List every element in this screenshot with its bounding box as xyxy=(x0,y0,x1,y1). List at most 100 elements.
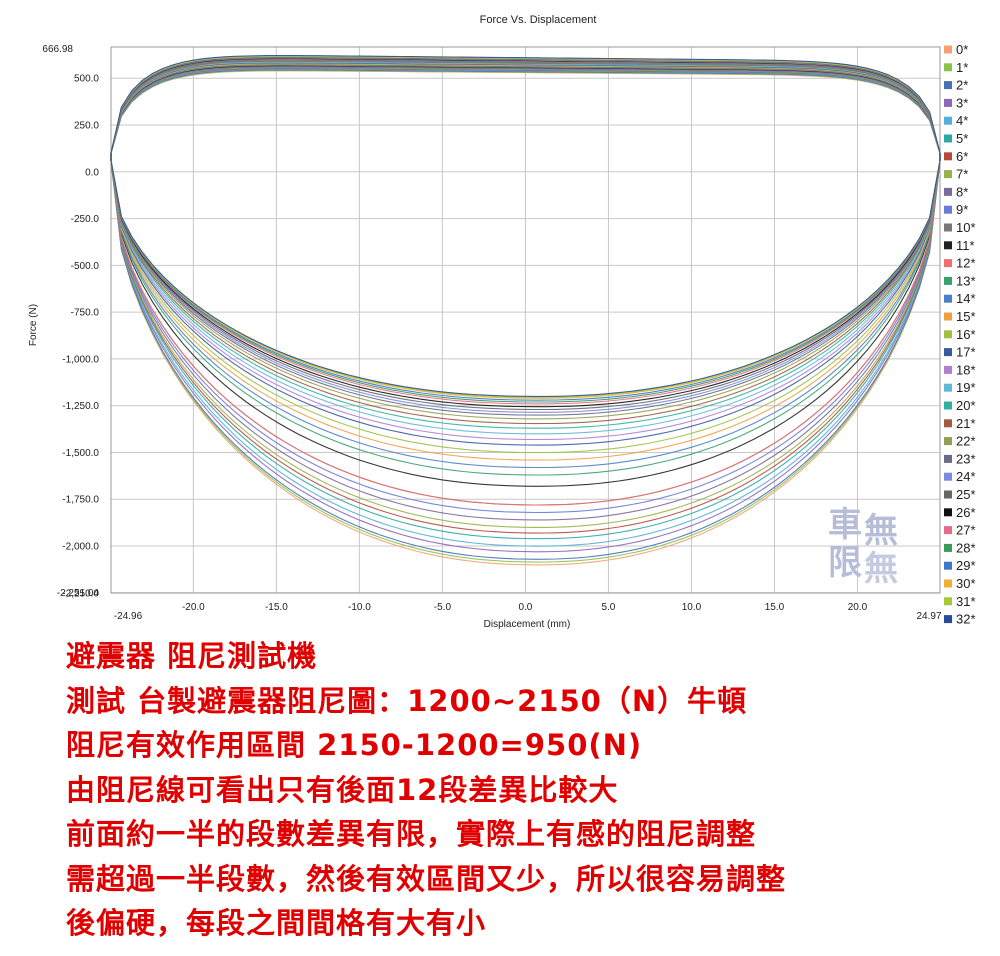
y-axis-title: Force (N) xyxy=(28,304,39,346)
legend-swatch xyxy=(944,170,952,179)
x-tick-label: 10.0 xyxy=(682,602,702,613)
legend-label: 13* xyxy=(956,273,976,288)
legend-swatch xyxy=(944,241,952,250)
legend-swatch xyxy=(944,437,952,446)
y-tick-label: -2,250.0 xyxy=(62,588,99,599)
legend-swatch xyxy=(944,63,952,72)
legend-label: 20* xyxy=(956,398,976,413)
y-tick-label: 250.0 xyxy=(74,121,99,132)
legend-label: 9* xyxy=(956,202,968,217)
y-max-label: 666.98 xyxy=(42,44,73,55)
legend-label: 2* xyxy=(956,78,968,93)
legend-label: 23* xyxy=(956,451,976,466)
legend-label: 21* xyxy=(956,416,976,431)
legend-label: 3* xyxy=(956,95,968,110)
legend-label: 10* xyxy=(956,220,976,235)
x-tick-label: -15.0 xyxy=(265,602,288,613)
plot-border xyxy=(110,46,941,594)
legend: 0* 1* 2* 3* 4* 5* 6* 7* 8* 9* 10* 11* 12* 13* 14* 15* 16… xyxy=(944,42,976,627)
axes: 500.0 250.0 0.0 -250.0 -500.0 -750.0 -1,000.0 -… xyxy=(42,44,942,622)
note-line: 前面約一半的段數差異有限，實際上有感的阻尼調整 xyxy=(66,817,757,851)
legend-swatch xyxy=(944,348,952,357)
legend-label: 31* xyxy=(956,594,976,609)
legend-swatch xyxy=(944,223,952,232)
legend-label: 28* xyxy=(956,540,976,555)
legend-label: 29* xyxy=(956,558,976,573)
legend-swatch xyxy=(944,81,952,90)
legend-swatch xyxy=(944,205,952,214)
legend-swatch xyxy=(944,597,952,606)
legend-label: 22* xyxy=(956,434,976,449)
legend-swatch xyxy=(944,472,952,481)
note-line-title: 避震器 阻尼測試機 xyxy=(66,639,318,673)
legend-swatch xyxy=(944,419,952,428)
legend-label: 4* xyxy=(956,113,968,128)
x-min-label: -24.96 xyxy=(114,611,143,622)
note-line: 需超過一半段數，然後有效區間又少，所以很容易調整 xyxy=(66,861,787,896)
legend-swatch xyxy=(944,615,952,624)
legend-swatch xyxy=(944,294,952,303)
chart-title: Force Vs. Displacement xyxy=(480,14,597,26)
x-tick-label: 5.0 xyxy=(601,602,615,613)
y-min-label: -2,251.04 xyxy=(57,588,100,599)
note-line: 由阻尼線可看出只有後面12段差異比較大 xyxy=(66,772,619,807)
watermark-logo: 車 無 限 無 xyxy=(826,505,900,589)
legend-swatch xyxy=(944,561,952,570)
y-tick-label: -250.0 xyxy=(71,214,100,225)
series-curves xyxy=(110,55,941,566)
legend-swatch xyxy=(944,526,952,535)
legend-label: 15* xyxy=(956,309,976,324)
watermark-char: 車 xyxy=(828,505,862,545)
legend-label: 27* xyxy=(956,523,976,538)
legend-label: 12* xyxy=(956,256,976,271)
legend-label: 8* xyxy=(956,184,968,199)
legend-swatch xyxy=(944,259,952,268)
series-curve xyxy=(110,55,941,397)
x-max-label: 24.97 xyxy=(916,611,941,622)
legend-swatch xyxy=(944,152,952,161)
y-tick-label: 0.0 xyxy=(85,167,99,178)
chart-background xyxy=(0,0,1000,640)
x-tick-label: 15.0 xyxy=(765,602,785,613)
x-tick-label: -10.0 xyxy=(348,602,371,613)
legend-label: 16* xyxy=(956,327,976,342)
y-tick-label: -1,500.0 xyxy=(62,448,99,459)
legend-swatch xyxy=(944,134,952,143)
legend-swatch xyxy=(944,508,952,517)
watermark-char: 無 xyxy=(864,511,898,551)
legend-swatch xyxy=(944,490,952,499)
y-tick-label: -1,250.0 xyxy=(62,401,99,412)
legend-swatch xyxy=(944,98,952,107)
legend-label: 25* xyxy=(956,487,976,502)
legend-label: 11* xyxy=(956,238,975,253)
legend-swatch xyxy=(944,276,952,285)
notes-block: 避震器 阻尼測試機 測試 台製避震器阻尼圖：1200~2150（N）牛頓 阻尼有… xyxy=(66,634,986,946)
legend-label: 32* xyxy=(956,612,976,627)
note-line: 測試 台製避震器阻尼圖：1200~2150（N）牛頓 xyxy=(66,683,748,718)
note-line: 阻尼有效作用區間 2150-1200=950(N) xyxy=(66,728,643,762)
legend-swatch xyxy=(944,383,952,392)
force-displacement-chart: Force Vs. Displacement 500.0 250.0 0.0 -250… xyxy=(0,0,1000,640)
legend-label: 6* xyxy=(956,149,968,164)
legend-label: 26* xyxy=(956,505,976,520)
watermark-char: 無 xyxy=(864,549,898,589)
y-tick-label: -750.0 xyxy=(71,308,100,319)
legend-label: 19* xyxy=(956,380,976,395)
legend-label: 24* xyxy=(956,469,976,484)
legend-label: 30* xyxy=(956,576,976,591)
legend-label: 17* xyxy=(956,345,976,360)
legend-swatch xyxy=(944,45,952,54)
legend-swatch xyxy=(944,330,952,339)
x-tick-label: -20.0 xyxy=(182,602,205,613)
grid-lines xyxy=(111,47,940,594)
legend-swatch xyxy=(944,401,952,410)
legend-swatch xyxy=(944,543,952,552)
legend-label: 1* xyxy=(956,60,968,75)
legend-swatch xyxy=(944,116,952,125)
legend-label: 18* xyxy=(956,362,976,377)
x-tick-label: 20.0 xyxy=(848,602,868,613)
y-tick-label: -1,750.0 xyxy=(62,495,99,506)
legend-label: 0* xyxy=(956,42,968,57)
note-line: 後偏硬，每段之間間格有大有小 xyxy=(66,906,487,940)
y-tick-label: -2,000.0 xyxy=(62,542,99,553)
